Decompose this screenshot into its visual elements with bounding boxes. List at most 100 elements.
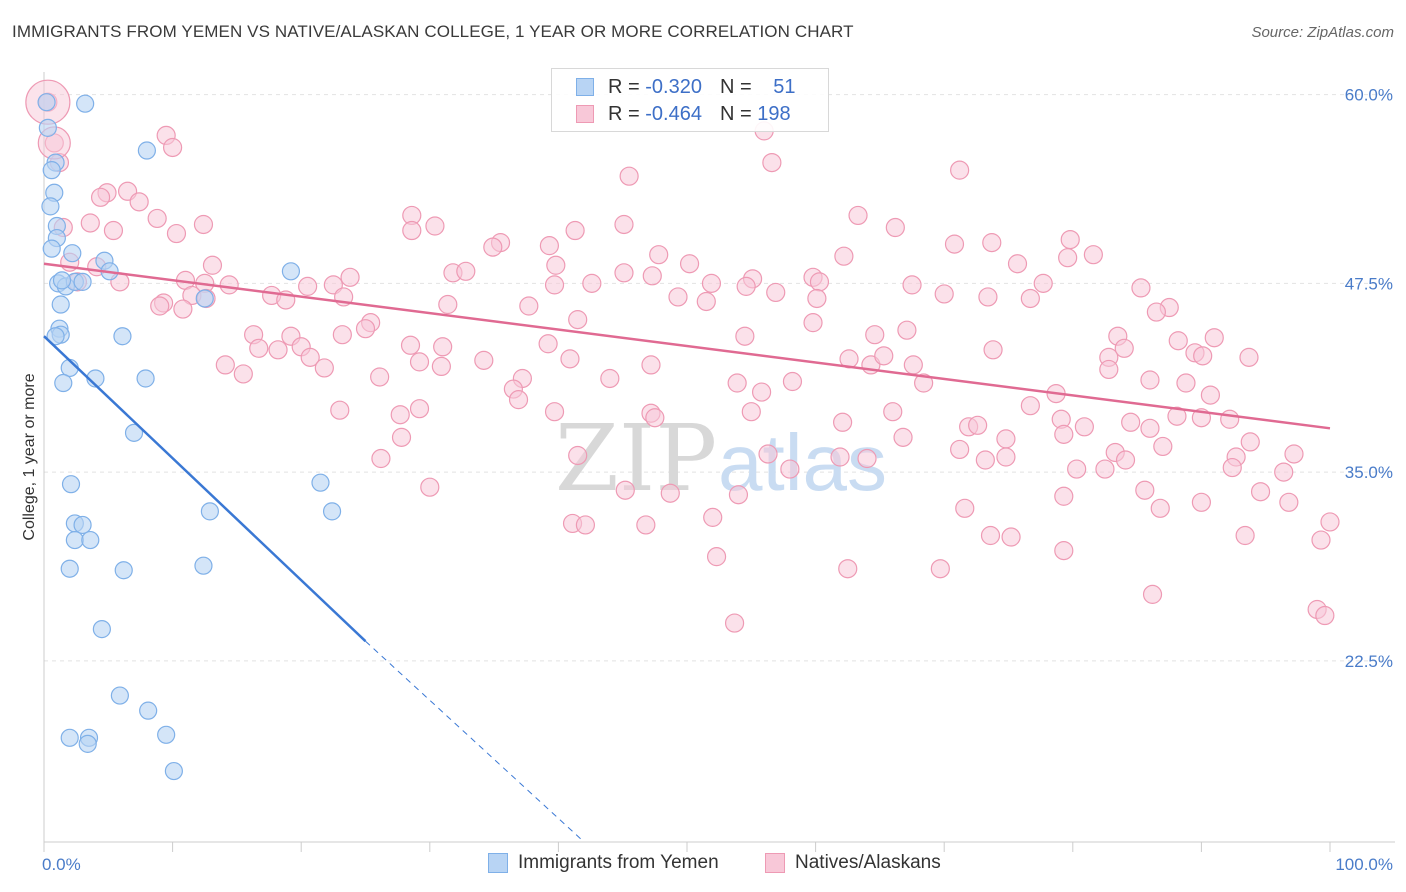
data-point-natives xyxy=(865,325,885,345)
data-point-natives xyxy=(762,152,782,173)
data-point-natives xyxy=(950,439,970,460)
data-point-natives xyxy=(355,319,376,339)
data-point-natives xyxy=(735,326,755,346)
data-point-natives xyxy=(758,444,778,464)
data-point-yemen xyxy=(42,239,61,258)
data-point-natives xyxy=(391,427,412,447)
y-axis-label: College, 1 year or more xyxy=(21,373,38,540)
data-point-yemen xyxy=(60,728,79,747)
legend-r-label: R = xyxy=(608,102,646,125)
data-point-natives xyxy=(538,334,558,354)
data-point-natives xyxy=(1020,396,1040,416)
data-point-natives xyxy=(330,400,350,420)
data-point-natives xyxy=(833,412,853,432)
data-point-natives xyxy=(508,390,529,410)
y-tick-label: 60.0% xyxy=(1345,86,1393,105)
data-point-yemen xyxy=(37,93,56,112)
data-point-yemen xyxy=(281,262,301,281)
source-label: Source: ZipAtlas.com xyxy=(1251,24,1394,41)
series-natives-points xyxy=(25,79,1340,633)
data-point-yemen xyxy=(114,561,133,580)
data-point-yemen xyxy=(78,734,97,753)
data-point-natives xyxy=(1099,359,1119,380)
data-point-natives xyxy=(519,296,539,316)
data-point-natives xyxy=(1067,459,1087,479)
data-point-natives xyxy=(978,287,998,307)
data-point-natives xyxy=(1131,278,1151,298)
data-point-natives xyxy=(1279,492,1299,512)
data-point-natives xyxy=(1167,406,1187,426)
data-point-yemen xyxy=(41,197,60,216)
data-point-natives xyxy=(1140,418,1160,438)
data-point-natives xyxy=(1054,486,1074,506)
legend-row-yemen: R = -0.320 N = 51 xyxy=(576,74,795,100)
data-point-natives xyxy=(1235,525,1255,546)
data-point-natives xyxy=(103,220,124,241)
data-point-yemen xyxy=(63,244,82,263)
data-point-natives xyxy=(980,525,1001,546)
data-point-natives xyxy=(332,325,352,345)
stats-legend: R = -0.320 N = 51 R = -0.464 N = 198 xyxy=(551,68,829,132)
data-point-yemen xyxy=(46,327,65,346)
data-point-natives xyxy=(803,313,823,333)
data-point-natives xyxy=(298,276,318,296)
data-point-yemen xyxy=(42,161,61,180)
legend-swatch-pink xyxy=(576,105,594,123)
data-point-natives xyxy=(371,448,391,469)
data-point-natives xyxy=(1153,436,1173,457)
data-point-natives xyxy=(1001,527,1021,547)
data-point-natives xyxy=(724,613,745,633)
data-point-natives xyxy=(848,205,868,226)
data-point-natives xyxy=(968,415,988,435)
legend-r-value: -0.320 xyxy=(645,75,702,98)
data-point-natives xyxy=(1115,450,1136,470)
data-point-yemen xyxy=(311,473,330,492)
data-point-natives xyxy=(1054,424,1074,444)
data-point-yemen xyxy=(81,530,100,550)
data-point-natives xyxy=(560,349,580,369)
data-point-yemen xyxy=(136,369,155,388)
data-point-natives xyxy=(425,216,445,236)
data-point-natives xyxy=(1135,480,1155,500)
bottom-legend-label-yemen: Immigrants from Yemen xyxy=(518,852,719,873)
data-point-natives xyxy=(80,213,100,233)
data-point-natives xyxy=(741,402,761,422)
data-point-natives xyxy=(202,255,223,275)
bottom-legend-natives: Natives/Alaskans xyxy=(765,852,941,874)
data-point-natives xyxy=(1150,498,1170,518)
data-point-natives xyxy=(1250,482,1271,502)
data-point-yemen xyxy=(92,620,111,639)
data-point-natives xyxy=(568,445,588,466)
data-point-natives xyxy=(668,287,688,307)
chart-title: IMMIGRANTS FROM YEMEN VS NATIVE/ALASKAN … xyxy=(12,22,854,41)
data-point-natives xyxy=(1222,457,1242,478)
x-tick-label: 100.0% xyxy=(1335,855,1393,874)
data-point-natives xyxy=(544,275,565,295)
data-point-natives xyxy=(736,276,756,296)
data-point-natives xyxy=(1311,530,1331,550)
data-point-natives xyxy=(219,275,239,295)
data-point-natives xyxy=(641,355,661,375)
data-point-yemen xyxy=(157,725,176,744)
data-point-natives xyxy=(129,192,149,212)
data-point-yemen xyxy=(139,701,158,720)
y-tick-label: 22.5% xyxy=(1345,652,1393,671)
data-point-natives xyxy=(614,263,634,283)
y-tick-label: 35.0% xyxy=(1345,463,1393,482)
data-point-natives xyxy=(897,320,917,340)
data-point-natives xyxy=(400,335,421,355)
data-point-natives xyxy=(582,273,602,293)
legend-n-label: N = xyxy=(719,102,758,125)
data-point-natives xyxy=(950,160,970,180)
data-point-natives xyxy=(1074,417,1094,437)
data-point-yemen xyxy=(38,118,57,137)
data-point-natives xyxy=(215,355,235,375)
data-point-natives xyxy=(930,559,950,579)
data-point-natives xyxy=(706,547,727,567)
legend-n-label: N = xyxy=(719,75,758,98)
data-point-natives xyxy=(249,338,269,358)
data-point-natives xyxy=(944,234,965,254)
data-point-yemen xyxy=(194,556,213,575)
data-point-natives xyxy=(1020,288,1040,309)
data-point-natives xyxy=(893,427,913,447)
